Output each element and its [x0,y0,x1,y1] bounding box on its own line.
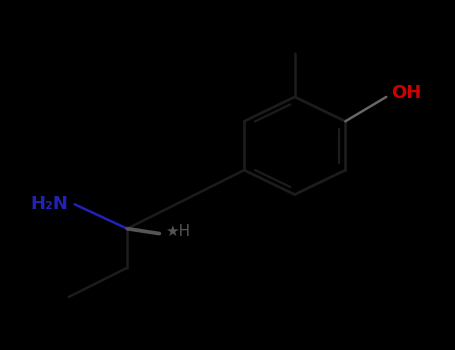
Text: ★H: ★H [165,224,190,239]
Text: H₂N: H₂N [30,195,68,213]
Text: OH: OH [391,84,421,103]
